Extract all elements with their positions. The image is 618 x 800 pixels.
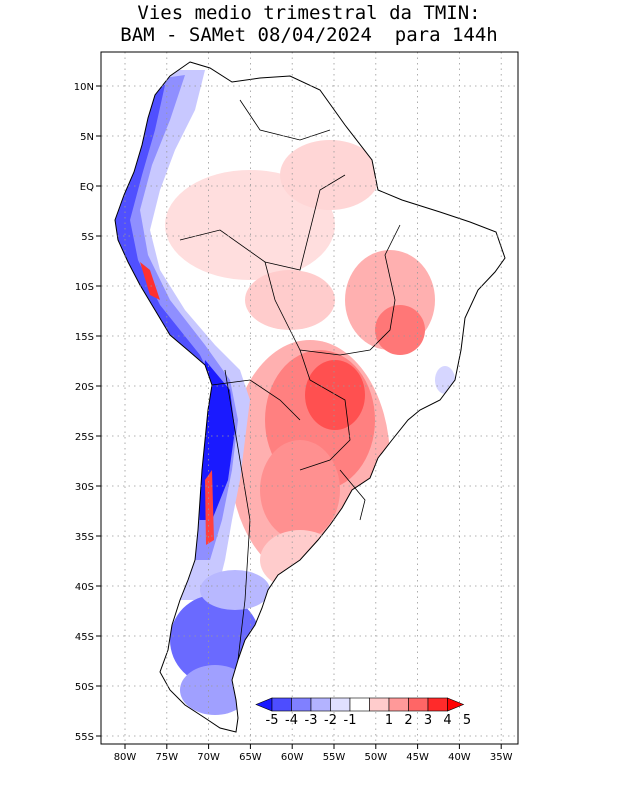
lat-tick-label: 10N — [74, 82, 94, 93]
colorbar-label: 2 — [404, 713, 412, 728]
lon-tick-label: 50W — [364, 752, 387, 763]
lat-tick-label: 25S — [75, 432, 94, 443]
colorbar-label: -4 — [285, 713, 298, 728]
lon-tick-label: 35W — [490, 752, 513, 763]
chart-title: Vies medio trimestral da TMIN: BAM - SAM… — [0, 2, 618, 46]
title-line-1: Vies medio trimestral da TMIN: — [137, 2, 481, 24]
lat-tick-label: 5N — [80, 132, 94, 143]
lat-tick-label: 40S — [75, 582, 94, 593]
lon-tick-label: 70W — [197, 752, 220, 763]
colorbar-label: -5 — [266, 713, 279, 728]
lat-tick-label: 15S — [75, 332, 94, 343]
lon-axis: 80W 75W 70W 65W 60W 55W 50W 45W 40W 35W — [114, 744, 513, 763]
lat-tick-label: 45S — [75, 632, 94, 643]
colorbar-label: 5 — [463, 713, 471, 728]
lat-tick-label: EQ — [80, 182, 94, 193]
colorbar-segment — [310, 697, 331, 712]
colorbar-label: -1 — [344, 713, 357, 728]
lat-tick-label: 20S — [75, 382, 94, 393]
lon-tick-label: 55W — [323, 752, 346, 763]
lat-tick-label: 50S — [75, 682, 94, 693]
colorbar-label: -2 — [324, 713, 337, 728]
colorbar-max-arrow — [447, 697, 465, 712]
colorbar-segment — [369, 697, 390, 712]
lon-tick-label: 80W — [114, 752, 137, 763]
lat-axis: 10N 5N EQ 5S 10S 15S 20S 25S 30S 35S 40S 45S 50S 55S — [74, 82, 101, 743]
colorbar-segment — [349, 697, 370, 712]
lat-tick-label: 35S — [75, 532, 94, 543]
lat-tick-label: 55S — [75, 732, 94, 743]
colorbar-label: 4 — [443, 713, 451, 728]
lon-tick-label: 75W — [155, 752, 178, 763]
lat-tick-label: 10S — [75, 282, 94, 293]
title-line-2: BAM - SAMet 08/04/2024 para 144h — [120, 24, 498, 46]
lon-tick-label: 65W — [239, 752, 262, 763]
colorbar: -5 -4 -3 -2 -1 1 2 3 4 5 — [255, 697, 471, 728]
colorbar-segment — [408, 697, 429, 712]
lat-tick-label: 30S — [75, 482, 94, 493]
lat-tick-label: 5S — [81, 232, 94, 243]
colorbar-segment — [427, 697, 448, 712]
colorbar-label: -3 — [305, 713, 318, 728]
map-frame — [100, 51, 519, 745]
colorbar-label: 1 — [385, 713, 393, 728]
colorbar-segment — [271, 697, 292, 712]
map-grid — [101, 52, 518, 744]
colorbar-segment — [330, 697, 351, 712]
colorbar-segment — [388, 697, 409, 712]
lon-tick-label: 45W — [406, 752, 429, 763]
colorbar-label: 3 — [424, 713, 432, 728]
colorbar-segment — [291, 697, 312, 712]
lon-tick-label: 40W — [448, 752, 471, 763]
lon-tick-label: 60W — [281, 752, 304, 763]
